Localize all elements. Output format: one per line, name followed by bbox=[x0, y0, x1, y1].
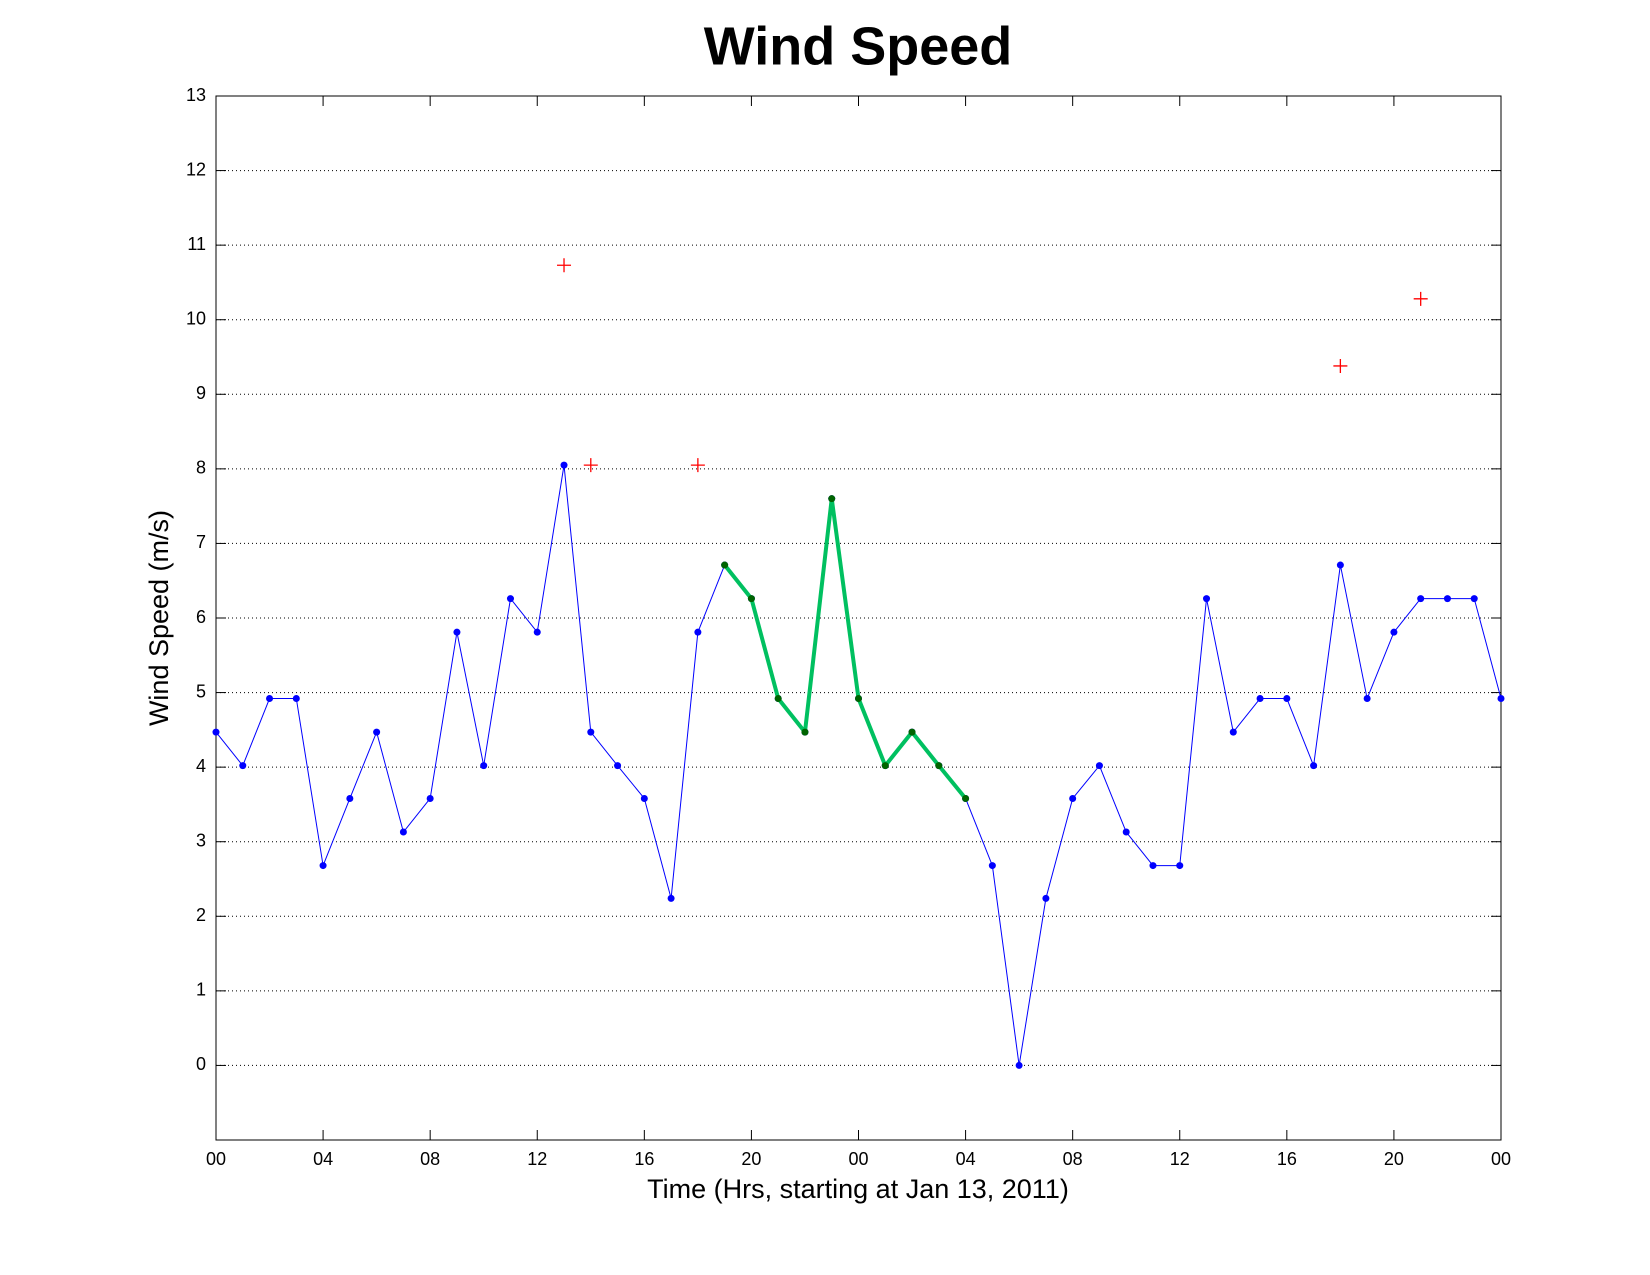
data-point bbox=[1497, 695, 1505, 703]
x-tick-label: 04 bbox=[956, 1149, 976, 1169]
data-point bbox=[694, 628, 702, 636]
series-line bbox=[215, 464, 1502, 1066]
series-line bbox=[723, 496, 968, 800]
y-tick-label: 1 bbox=[196, 980, 206, 1000]
data-point bbox=[373, 728, 381, 736]
data-point bbox=[346, 794, 354, 802]
x-tick-label: 20 bbox=[1384, 1149, 1404, 1169]
data-point bbox=[908, 728, 916, 736]
data-point bbox=[239, 762, 247, 770]
data-point bbox=[1042, 894, 1050, 902]
data-point bbox=[667, 894, 675, 902]
data-point bbox=[801, 728, 809, 736]
data-point bbox=[212, 728, 220, 736]
data-point bbox=[1283, 695, 1291, 703]
data-point bbox=[1229, 728, 1237, 736]
y-tick-label: 13 bbox=[186, 85, 206, 105]
data-point bbox=[881, 762, 889, 770]
data-point bbox=[614, 762, 622, 770]
data-point bbox=[1149, 862, 1157, 870]
y-tick-label: 2 bbox=[196, 905, 206, 925]
data-point bbox=[962, 794, 970, 802]
x-tick-label: 16 bbox=[1277, 1149, 1297, 1169]
y-tick-label: 3 bbox=[196, 830, 206, 850]
y-tick-label: 11 bbox=[187, 234, 206, 254]
data-point bbox=[1470, 595, 1478, 603]
data-point bbox=[774, 695, 782, 703]
data-point bbox=[1015, 1061, 1023, 1069]
data-point bbox=[1122, 828, 1130, 836]
y-tick-label: 4 bbox=[196, 756, 206, 776]
chart-title: Wind Speed bbox=[704, 16, 1013, 76]
x-tick-label: 16 bbox=[634, 1149, 654, 1169]
y-tick-label: 0 bbox=[196, 1054, 206, 1074]
data-point bbox=[266, 695, 274, 703]
plot-frame bbox=[215, 95, 1502, 1141]
plus-marker bbox=[690, 458, 705, 473]
x-tick-label: 00 bbox=[206, 1149, 226, 1169]
data-point bbox=[506, 595, 514, 603]
data-point bbox=[560, 461, 568, 469]
y-tick-label: 7 bbox=[196, 532, 206, 552]
y-tick-label: 6 bbox=[196, 607, 206, 627]
x-tick-label: 04 bbox=[313, 1149, 333, 1169]
y-tick-label: 8 bbox=[196, 458, 206, 478]
data-point bbox=[1363, 695, 1371, 703]
data-point bbox=[1390, 628, 1398, 636]
y-tick-label: 5 bbox=[196, 681, 206, 701]
data-point bbox=[587, 728, 595, 736]
plus-marker bbox=[583, 458, 598, 473]
data-point bbox=[1095, 762, 1103, 770]
x-tick-label: 00 bbox=[848, 1149, 868, 1169]
data-point bbox=[747, 595, 755, 603]
data-point bbox=[292, 695, 300, 703]
data-point bbox=[1256, 695, 1264, 703]
data-point bbox=[399, 828, 407, 836]
x-tick-label: 08 bbox=[420, 1149, 440, 1169]
data-point bbox=[935, 762, 943, 770]
y-tick-label: 10 bbox=[186, 308, 206, 328]
data-point bbox=[1443, 595, 1451, 603]
plus-marker bbox=[1413, 291, 1428, 306]
x-tick-label: 00 bbox=[1491, 1149, 1511, 1169]
plus-marker bbox=[1333, 358, 1348, 373]
data-point bbox=[721, 561, 729, 569]
y-tick-label: 9 bbox=[196, 383, 206, 403]
x-tick-label: 12 bbox=[527, 1149, 547, 1169]
data-point bbox=[1310, 762, 1318, 770]
data-point bbox=[480, 762, 488, 770]
data-point bbox=[1176, 862, 1184, 870]
data-point bbox=[533, 628, 541, 636]
data-point bbox=[855, 695, 862, 703]
x-tick-label: 08 bbox=[1063, 1149, 1083, 1169]
data-point bbox=[1336, 561, 1344, 569]
x-tick-label: 12 bbox=[1170, 1149, 1190, 1169]
data-point bbox=[319, 862, 327, 870]
x-axis-label: Time (Hrs, starting at Jan 13, 2011) bbox=[647, 1174, 1069, 1204]
data-point bbox=[828, 495, 836, 503]
data-point bbox=[640, 794, 648, 802]
plus-marker bbox=[557, 258, 572, 273]
data-point bbox=[453, 628, 461, 636]
y-axis-label: Wind Speed (m/s) bbox=[144, 510, 174, 726]
data-point bbox=[426, 794, 434, 802]
data-point bbox=[988, 862, 996, 870]
data-point bbox=[1417, 595, 1425, 603]
data-point bbox=[1069, 794, 1077, 802]
y-tick-label: 12 bbox=[186, 159, 206, 179]
x-tick-label: 20 bbox=[741, 1149, 761, 1169]
data-point bbox=[1203, 595, 1211, 603]
